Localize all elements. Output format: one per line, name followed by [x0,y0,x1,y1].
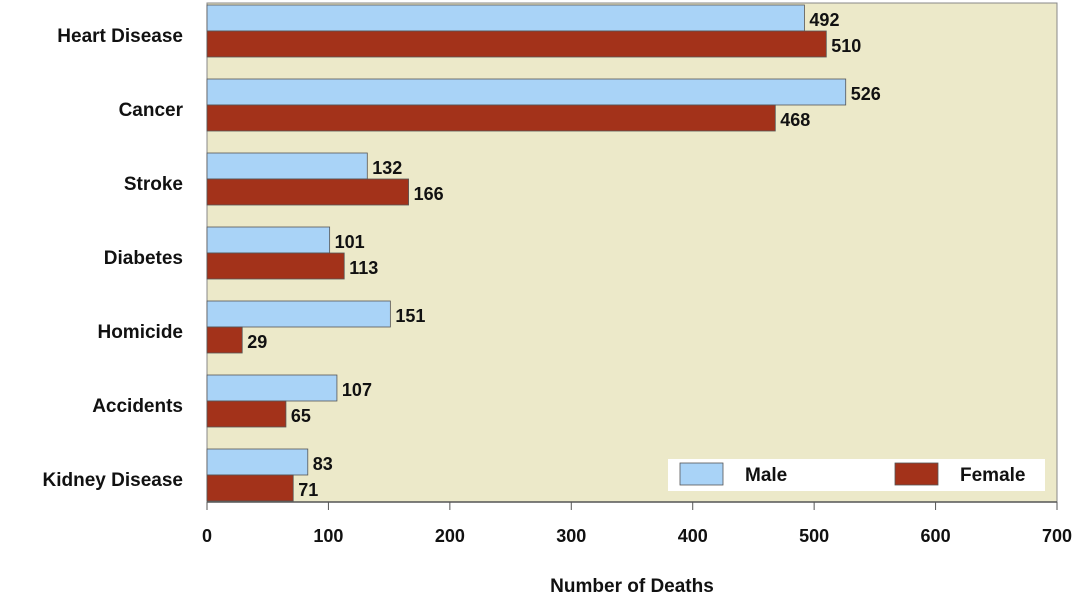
x-tick-label: 200 [435,526,465,546]
x-tick-label: 700 [1042,526,1072,546]
bar [206,252,345,280]
bar [206,104,776,132]
value-label: 65 [291,406,311,426]
y-tick-label: Homicide [97,322,183,343]
bar [206,300,391,328]
value-label: 492 [809,10,839,30]
bar [206,374,338,402]
value-label: 101 [335,232,365,252]
x-tick-label: 600 [921,526,951,546]
bar [206,226,331,254]
legend-swatch [894,462,939,486]
x-tick-label: 400 [678,526,708,546]
legend-box [668,459,1045,491]
legend-swatch [679,462,724,486]
value-label: 107 [342,380,372,400]
bar [206,400,287,428]
x-tick-label: 0 [202,526,212,546]
y-tick-label: Cancer [119,100,184,121]
value-label: 113 [349,258,378,278]
y-tick-label: Stroke [124,174,183,195]
y-tick-label: Diabetes [104,248,183,269]
bar [206,4,805,32]
x-tick-label: 100 [313,526,343,546]
bar [206,326,243,354]
bar [206,178,409,206]
bar [206,30,827,58]
legend-label: Male [745,465,787,486]
x-axis-title: Number of Deaths [550,576,714,597]
y-tick-label: Heart Disease [57,26,183,47]
bar [206,152,368,180]
value-label: 83 [313,454,333,474]
y-tick-label: Kidney Disease [43,470,183,491]
value-label: 166 [414,184,444,204]
x-tick-label: 500 [799,526,829,546]
x-tick-label: 300 [556,526,586,546]
legend-label: Female [960,465,1025,486]
y-tick-label: Accidents [92,396,183,417]
bar [206,78,847,106]
value-label: 29 [247,332,267,352]
plot-area [206,2,1058,503]
value-label: 468 [780,110,810,130]
bar [206,474,294,502]
bar [206,448,309,476]
value-label: 71 [298,480,318,500]
value-label: 510 [831,36,861,56]
value-label: 151 [395,306,425,326]
value-label: 132 [372,158,402,178]
value-label: 526 [851,84,881,104]
